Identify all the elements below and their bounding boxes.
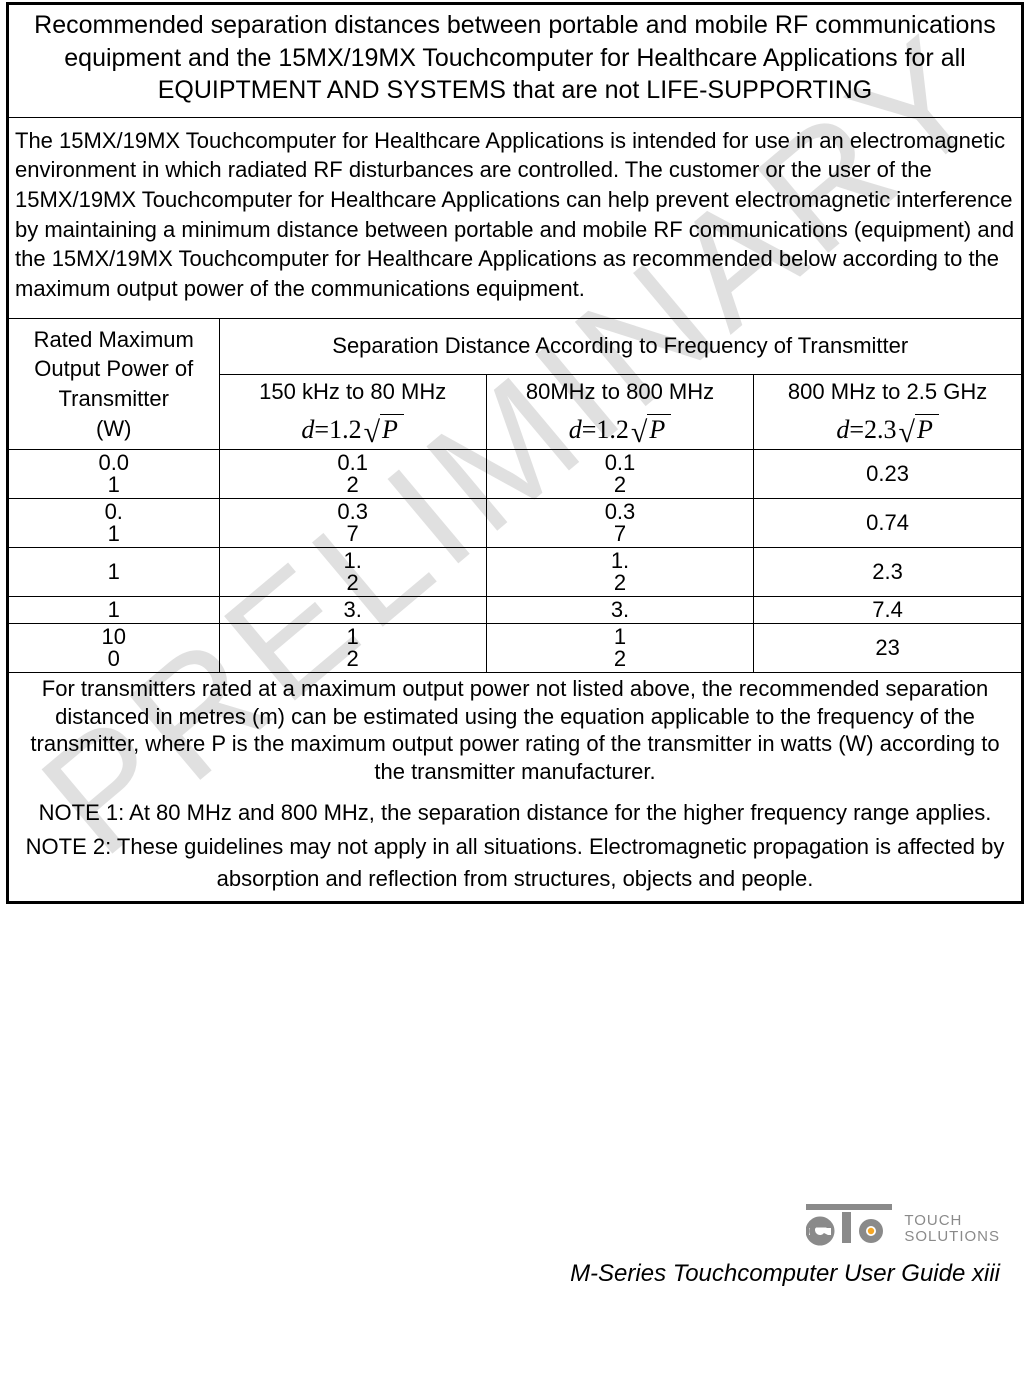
separation-distance-table: Rated Maximum Output Power of Transmitte… bbox=[9, 319, 1021, 901]
logo-text-bottom: SOLUTIONS bbox=[904, 1229, 1000, 1245]
formula-3: d=2.3√P bbox=[836, 415, 939, 444]
freq-range-2: 80MHz to 800 MHz bbox=[491, 379, 749, 405]
cell: 1.2 bbox=[219, 548, 486, 597]
cell: 0.37 bbox=[486, 499, 753, 548]
cell: 0.23 bbox=[754, 450, 1021, 499]
elo-logo-mark bbox=[806, 1204, 892, 1254]
notes-p1: For transmitters rated at a maximum outp… bbox=[13, 675, 1017, 785]
col-header-power-l4: (W) bbox=[96, 416, 131, 441]
table-row: 100 12 12 23 bbox=[9, 624, 1021, 673]
table-row: 0.1 0.37 0.37 0.74 bbox=[9, 499, 1021, 548]
formula-1: d=1.2√P bbox=[301, 415, 404, 444]
page-footer: TOUCH SOLUTIONS M-Series Touchcomputer U… bbox=[0, 1204, 1030, 1306]
cell: 1.2 bbox=[486, 548, 753, 597]
notes-p2: NOTE 1: At 80 MHz and 800 MHz, the separ… bbox=[13, 799, 1017, 827]
col-header-freq-1: 150 kHz to 80 MHz d=1.2√P bbox=[219, 375, 486, 450]
cell: 3. bbox=[486, 597, 753, 624]
cell: 2.3 bbox=[754, 548, 1021, 597]
intro-paragraph: The 15MX/19MX Touchcomputer for Healthca… bbox=[9, 118, 1021, 319]
col-header-power-l2: Output Power of bbox=[34, 356, 193, 381]
table-row: 1 1.2 1.2 2.3 bbox=[9, 548, 1021, 597]
cell: 23 bbox=[754, 624, 1021, 673]
elo-logo-text: TOUCH SOLUTIONS bbox=[904, 1213, 1000, 1245]
cell: 3. bbox=[219, 597, 486, 624]
logo-text-top: TOUCH bbox=[904, 1213, 1000, 1229]
elo-logo: TOUCH SOLUTIONS bbox=[806, 1204, 1000, 1254]
col-header-power-l3: Transmitter bbox=[59, 386, 169, 411]
col-header-freq-3: 800 MHz to 2.5 GHz d=2.3√P bbox=[754, 375, 1021, 450]
table-row: 1 3. 3. 7.4 bbox=[9, 597, 1021, 624]
cell: 0.74 bbox=[754, 499, 1021, 548]
cell: 0.12 bbox=[219, 450, 486, 499]
cell: 12 bbox=[219, 624, 486, 673]
col-header-separation: Separation Distance According to Frequen… bbox=[219, 319, 1021, 375]
cell-power: 1 bbox=[9, 548, 219, 597]
notes-cell: For transmitters rated at a maximum outp… bbox=[9, 673, 1021, 901]
table-row: 0.01 0.12 0.12 0.23 bbox=[9, 450, 1021, 499]
footer-page-text: M-Series Touchcomputer User Guide xiii bbox=[570, 1260, 1000, 1288]
cell-power: 1 bbox=[9, 597, 219, 624]
table-title: Recommended separation distances between… bbox=[9, 5, 1021, 118]
cell-power: 0.1 bbox=[9, 499, 219, 548]
cell: 7.4 bbox=[754, 597, 1021, 624]
notes-p3: NOTE 2: These guidelines may not apply i… bbox=[13, 831, 1017, 895]
freq-range-1: 150 kHz to 80 MHz bbox=[224, 379, 482, 405]
freq-range-3: 800 MHz to 2.5 GHz bbox=[758, 379, 1017, 405]
cell: 0.37 bbox=[219, 499, 486, 548]
formula-2: d=1.2√P bbox=[569, 415, 672, 444]
main-table-container: Recommended separation distances between… bbox=[6, 2, 1024, 904]
cell: 12 bbox=[486, 624, 753, 673]
col-header-freq-2: 80MHz to 800 MHz d=1.2√P bbox=[486, 375, 753, 450]
cell-power: 0.01 bbox=[9, 450, 219, 499]
elo-logo-accent bbox=[868, 1227, 874, 1233]
cell: 0.12 bbox=[486, 450, 753, 499]
col-header-power: Rated Maximum Output Power of Transmitte… bbox=[9, 319, 219, 450]
cell-power: 100 bbox=[9, 624, 219, 673]
col-header-power-l1: Rated Maximum bbox=[34, 327, 194, 352]
